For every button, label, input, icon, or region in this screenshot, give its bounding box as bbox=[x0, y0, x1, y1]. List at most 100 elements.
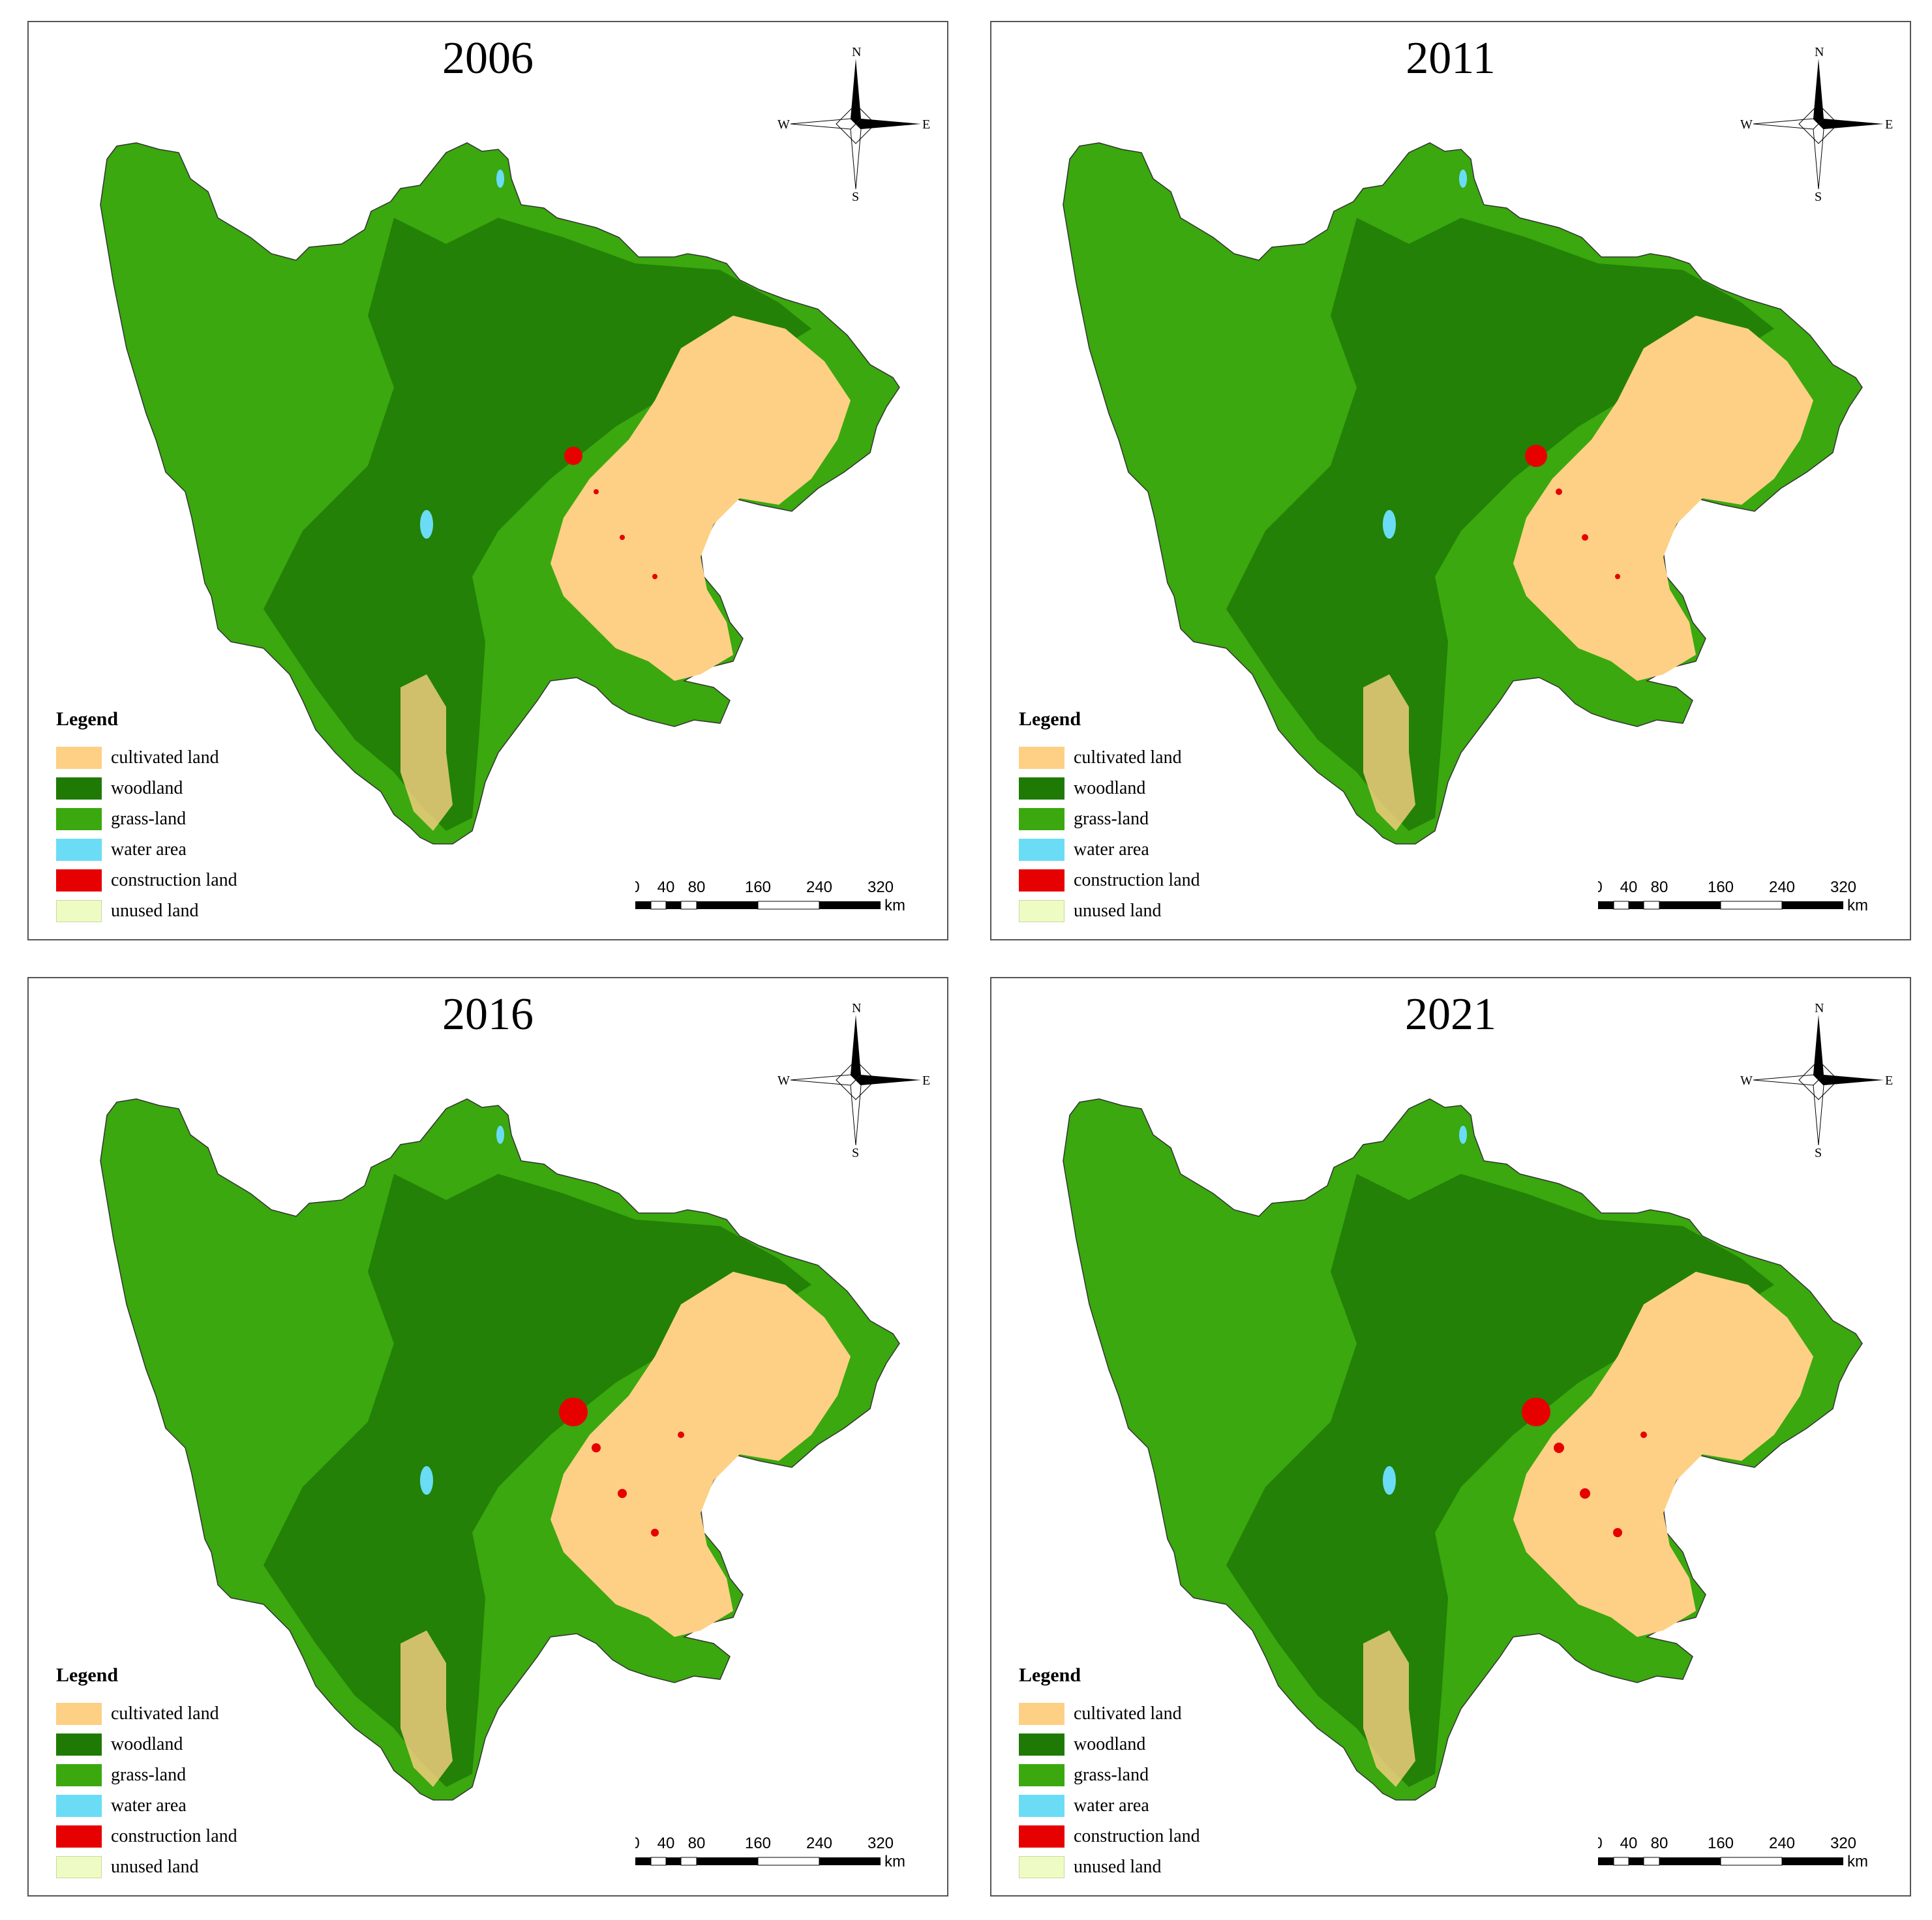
legend: Legend cultivated land woodland grass-la… bbox=[56, 1664, 237, 1882]
construction-land bbox=[1640, 1432, 1647, 1438]
legend-swatch bbox=[1019, 1825, 1064, 1848]
compass-south-label: S bbox=[1815, 1146, 1822, 1158]
compass-rose-icon: N S E W bbox=[1740, 46, 1893, 202]
construction-land bbox=[1615, 574, 1620, 579]
cultivated-land-south bbox=[1363, 1630, 1415, 1787]
scale-unit-label: km bbox=[884, 1853, 905, 1870]
construction-land bbox=[1522, 1398, 1550, 1426]
legend-label: cultivated land bbox=[1074, 747, 1182, 768]
legend-item: grass-land bbox=[56, 803, 237, 834]
legend-item: cultivated land bbox=[56, 742, 237, 773]
scale-tick-label: 80 bbox=[688, 878, 706, 896]
legend-swatch bbox=[1019, 1733, 1064, 1756]
compass-south-label: S bbox=[852, 190, 859, 202]
legend-label: woodland bbox=[1074, 1733, 1146, 1754]
legend: Legend cultivated land woodland grass-la… bbox=[56, 708, 237, 926]
compass-east-label: E bbox=[922, 1073, 930, 1088]
legend-title: Legend bbox=[1019, 1664, 1081, 1686]
cultivated-land bbox=[551, 316, 851, 681]
construction-land bbox=[618, 1489, 627, 1498]
scale-tick-label: 40 bbox=[1620, 1835, 1638, 1852]
compass-west-label: W bbox=[1740, 117, 1753, 132]
compass-east-label: E bbox=[1885, 117, 1893, 132]
legend-label: cultivated land bbox=[111, 1703, 219, 1724]
construction-land bbox=[564, 447, 582, 465]
scale-tick-label: 80 bbox=[1651, 1835, 1668, 1852]
legend-item: construction land bbox=[56, 1821, 237, 1852]
water-area bbox=[420, 510, 433, 539]
legend-label: unused land bbox=[111, 900, 199, 921]
legend-item: cultivated land bbox=[56, 1698, 237, 1729]
scale-unit-label: km bbox=[1847, 1853, 1868, 1870]
scale-tick-label: 40 bbox=[657, 878, 675, 896]
map-year-title: 2021 bbox=[1405, 989, 1496, 1040]
legend-swatch bbox=[1019, 869, 1064, 892]
scale-tick-label: 160 bbox=[1708, 1835, 1734, 1852]
cultivated-land-south bbox=[400, 1630, 453, 1787]
map-year-title: 2016 bbox=[442, 989, 534, 1040]
construction-land bbox=[678, 1432, 684, 1438]
scale-tick-label: 320 bbox=[868, 1835, 894, 1852]
legend-label: woodland bbox=[111, 1733, 183, 1754]
water-area bbox=[496, 1126, 504, 1144]
scale-tick-label: 40 bbox=[1620, 878, 1638, 896]
legend-item: construction land bbox=[1019, 1821, 1200, 1852]
scale-tick-label: 320 bbox=[1830, 878, 1856, 896]
compass-north-label: N bbox=[1815, 1002, 1824, 1015]
land-use-map bbox=[100, 142, 900, 845]
legend-swatch bbox=[1019, 838, 1064, 861]
map-panel-2011: 2011 N S E W Legend cultivated land wood… bbox=[990, 21, 1911, 940]
compass-east-label: E bbox=[922, 117, 930, 132]
water-area bbox=[1383, 510, 1396, 539]
scale-tick-label: 160 bbox=[745, 1835, 771, 1852]
scale-tick-label: 80 bbox=[688, 1835, 706, 1852]
legend-label: unused land bbox=[1074, 1856, 1162, 1877]
legend-label: grass-land bbox=[111, 808, 187, 829]
legend-swatch bbox=[56, 869, 102, 892]
legend-swatch bbox=[56, 1733, 102, 1756]
legend-swatch bbox=[56, 1855, 102, 1878]
scale-tick-label: 240 bbox=[806, 1835, 832, 1852]
legend-swatch bbox=[56, 746, 102, 769]
legend-item: construction land bbox=[1019, 865, 1200, 895]
legend-label: cultivated land bbox=[111, 747, 219, 768]
legend-swatch bbox=[1019, 777, 1064, 800]
legend-item: unused land bbox=[1019, 895, 1200, 926]
scale-tick-label: 320 bbox=[1830, 1835, 1856, 1852]
water-area bbox=[1383, 1466, 1396, 1495]
scale-tick-label: 320 bbox=[868, 878, 894, 896]
construction-land bbox=[620, 535, 625, 540]
legend-title: Legend bbox=[56, 708, 119, 730]
compass-north-label: N bbox=[1815, 46, 1824, 59]
land-use-map bbox=[1063, 142, 1863, 845]
legend-label: grass-land bbox=[111, 1764, 187, 1785]
legend-label: unused land bbox=[1074, 900, 1162, 921]
construction-land bbox=[592, 1443, 601, 1452]
legend-item: unused land bbox=[1019, 1852, 1200, 1882]
construction-land bbox=[1582, 534, 1588, 541]
scale-unit-label: km bbox=[884, 897, 905, 914]
legend-item: woodland bbox=[1019, 773, 1200, 803]
legend-label: water area bbox=[111, 839, 187, 860]
cultivated-land bbox=[551, 1272, 851, 1637]
legend-label: water area bbox=[1074, 839, 1149, 860]
legend-swatch bbox=[56, 899, 102, 922]
legend-label: woodland bbox=[111, 777, 183, 798]
legend-item: grass-land bbox=[56, 1760, 237, 1790]
land-use-map bbox=[1063, 1098, 1863, 1801]
legend-item: water area bbox=[56, 834, 237, 865]
construction-land bbox=[559, 1398, 588, 1426]
cultivated-land-south bbox=[400, 674, 453, 831]
legend-item: cultivated land bbox=[1019, 742, 1200, 773]
cultivated-land bbox=[1513, 316, 1813, 681]
legend-swatch bbox=[1019, 899, 1064, 922]
construction-land bbox=[652, 574, 657, 579]
scale-tick-label: 240 bbox=[1769, 1835, 1795, 1852]
legend-label: construction land bbox=[1074, 1825, 1200, 1846]
legend-item: unused land bbox=[56, 1852, 237, 1882]
map-year-title: 2011 bbox=[1406, 33, 1496, 83]
water-area bbox=[420, 1466, 433, 1495]
scale-tick-label: 40 bbox=[657, 1835, 675, 1852]
legend-label: woodland bbox=[1074, 777, 1146, 798]
legend: Legend cultivated land woodland grass-la… bbox=[1019, 1664, 1200, 1882]
